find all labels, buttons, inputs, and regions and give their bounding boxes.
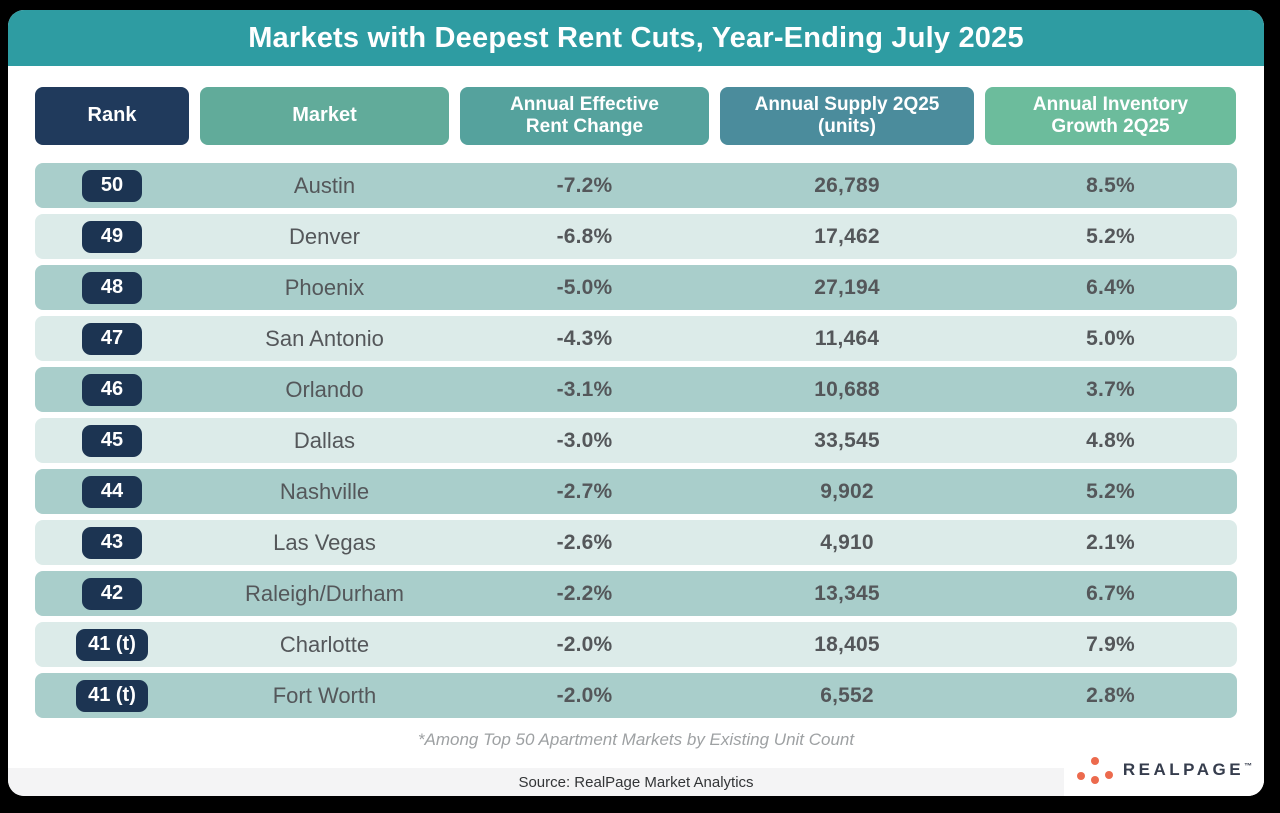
cell-inventory-growth: 2.1% (1086, 530, 1135, 554)
table-row: 50 Austin -7.2% 26,789 8.5% (35, 163, 1237, 208)
rank-badge: 41 (t) (76, 628, 148, 661)
cell-supply: 27,194 (814, 275, 880, 299)
table-row: 49 Denver -6.8% 17,462 5.2% (35, 214, 1237, 259)
rank-badge: 42 (82, 577, 142, 610)
cell-market: Fort Worth (272, 682, 377, 708)
cell-rent-change: -2.0% (556, 683, 613, 707)
table-row: 41 (t) Charlotte -2.0% 18,405 7.9% (35, 622, 1237, 667)
cell-rent-change: -5.0% (556, 275, 613, 299)
cell-inventory-growth: 3.7% (1086, 377, 1135, 401)
cell-supply: 6,552 (820, 683, 874, 707)
cell-market: Orlando (285, 376, 364, 402)
column-header-rent-change: Annual Effective Rent Change (460, 87, 709, 145)
rank-badge: 45 (82, 424, 142, 457)
logo-dots-icon (1076, 757, 1113, 784)
footnote: *Among Top 50 Apartment Markets by Exist… (417, 730, 855, 749)
source-band: Source: RealPage Market Analytics (8, 768, 1264, 796)
page-title: Markets with Deepest Rent Cuts, Year-End… (248, 21, 1024, 54)
cell-rank: 49 (35, 220, 189, 253)
cell-rent-change: -3.1% (556, 377, 613, 401)
cell-rank: 45 (35, 424, 189, 457)
cell-inventory-growth: 5.2% (1086, 479, 1135, 503)
cell-rank: 50 (35, 169, 189, 202)
cell-inventory-growth: 4.8% (1086, 428, 1135, 452)
rent-cuts-table: Rank Market Annual Effective Rent Change… (8, 87, 1264, 750)
cell-rank: 41 (t) (35, 679, 189, 712)
cell-rent-change: -6.8% (556, 224, 613, 248)
cell-supply: 13,345 (814, 581, 880, 605)
cell-rank: 46 (35, 373, 189, 406)
cell-market: Denver (289, 223, 360, 249)
rank-badge: 41 (t) (76, 679, 148, 712)
rank-badge: 46 (82, 373, 142, 406)
table-row: 44 Nashville -2.7% 9,902 5.2% (35, 469, 1237, 514)
infographic-card: Markets with Deepest Rent Cuts, Year-End… (8, 10, 1264, 796)
logo-wordmark: REALPAGE™ (1122, 760, 1253, 779)
column-header-supply: Annual Supply 2Q25 (units) (720, 87, 974, 145)
cell-rent-change: -3.0% (556, 428, 613, 452)
cell-supply: 18,405 (814, 632, 880, 656)
cell-supply: 9,902 (820, 479, 874, 503)
rank-badge: 48 (82, 271, 142, 304)
table-row: 43 Las Vegas -2.6% 4,910 2.1% (35, 520, 1237, 565)
table-row: 45 Dallas -3.0% 33,545 4.8% (35, 418, 1237, 463)
cell-supply: 4,910 (820, 530, 874, 554)
cell-rent-change: -2.6% (556, 530, 613, 554)
table-row: 48 Phoenix -5.0% 27,194 6.4% (35, 265, 1237, 310)
cell-market: San Antonio (265, 325, 384, 351)
cell-market: Dallas (293, 427, 356, 453)
cell-inventory-growth: 2.8% (1086, 683, 1135, 707)
cell-rent-change: -2.7% (556, 479, 613, 503)
source-text: Source: RealPage Market Analytics (518, 773, 754, 791)
column-header-market: Market (200, 87, 449, 145)
table-row: 46 Orlando -3.1% 10,688 3.7% (35, 367, 1237, 412)
trademark-symbol: ™ (1244, 761, 1253, 771)
cell-market: Austin (293, 172, 356, 198)
realpage-logo: REALPAGE™ (1064, 744, 1264, 796)
rank-badge: 49 (82, 220, 142, 253)
cell-supply: 17,462 (814, 224, 880, 248)
column-header-inventory-growth: Annual Inventory Growth 2Q25 (985, 87, 1236, 145)
rank-badge: 43 (82, 526, 142, 559)
cell-market: Charlotte (279, 631, 370, 657)
table-row: 42 Raleigh/Durham -2.2% 13,345 6.7% (35, 571, 1237, 616)
rank-badge: 47 (82, 322, 142, 355)
cell-inventory-growth: 6.4% (1086, 275, 1135, 299)
column-header-rank: Rank (35, 87, 189, 145)
title-banner: Markets with Deepest Rent Cuts, Year-End… (8, 10, 1264, 66)
cell-market: Nashville (279, 478, 370, 504)
cell-supply: 33,545 (814, 428, 880, 452)
table-row: 47 San Antonio -4.3% 11,464 5.0% (35, 316, 1237, 361)
cell-rent-change: -2.0% (556, 632, 613, 656)
cell-inventory-growth: 5.0% (1086, 326, 1135, 350)
table-header-row: Rank Market Annual Effective Rent Change… (35, 87, 1237, 145)
cell-rent-change: -7.2% (556, 173, 613, 197)
cell-rent-change: -4.3% (556, 326, 613, 350)
cell-inventory-growth: 5.2% (1086, 224, 1135, 248)
cell-market: Las Vegas (273, 529, 376, 555)
cell-rank: 47 (35, 322, 189, 355)
rank-badge: 50 (82, 169, 142, 202)
cell-rank: 44 (35, 475, 189, 508)
cell-supply: 10,688 (814, 377, 880, 401)
cell-inventory-growth: 8.5% (1086, 173, 1135, 197)
rank-badge: 44 (82, 475, 142, 508)
cell-supply: 11,464 (814, 326, 880, 350)
cell-rank: 48 (35, 271, 189, 304)
cell-rent-change: -2.2% (556, 581, 613, 605)
cell-market: Raleigh/Durham (245, 580, 404, 606)
cell-rank: 43 (35, 526, 189, 559)
cell-market: Phoenix (284, 274, 365, 300)
cell-rank: 41 (t) (35, 628, 189, 661)
cell-supply: 26,789 (814, 173, 880, 197)
table-row: 41 (t) Fort Worth -2.0% 6,552 2.8% (35, 673, 1237, 718)
cell-inventory-growth: 6.7% (1086, 581, 1135, 605)
cell-inventory-growth: 7.9% (1086, 632, 1135, 656)
cell-rank: 42 (35, 577, 189, 610)
